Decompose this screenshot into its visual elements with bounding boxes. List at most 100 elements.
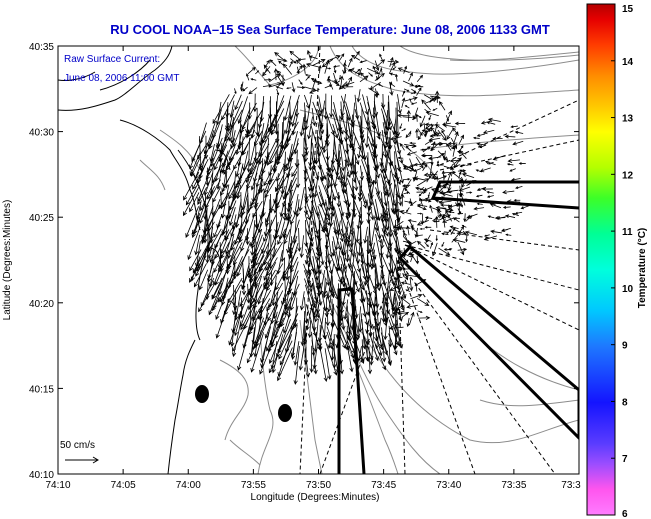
current-vector [404, 187, 411, 194]
current-vector [403, 65, 408, 74]
current-vector [305, 75, 310, 81]
current-vector [214, 269, 223, 286]
current-vector [404, 105, 410, 109]
current-vector [333, 227, 342, 251]
current-vector [311, 339, 318, 375]
current-vector [249, 226, 258, 247]
colorbar-ticks: 15 14 13 12 11 10 9 8 7 6 [611, 3, 634, 519]
current-vector [352, 348, 358, 365]
current-vector [514, 211, 523, 215]
current-vector [400, 281, 411, 285]
coastline [58, 46, 231, 474]
current-vector [408, 311, 415, 326]
current-vector [323, 93, 328, 120]
current-vector [374, 317, 382, 350]
current-vector [308, 138, 313, 172]
current-vector [409, 144, 417, 148]
current-vector [424, 226, 432, 229]
y-tick-label: 40:20 [29, 299, 54, 310]
current-vector [406, 317, 410, 328]
current-vector [395, 305, 403, 311]
current-vector [195, 200, 202, 222]
colorbar-label: Temperature (°C) [637, 228, 648, 309]
current-vector [408, 240, 417, 246]
current-vector [374, 88, 379, 99]
current-vector [409, 200, 417, 206]
x-tick-label: 73:50 [306, 480, 331, 491]
current-vector [201, 221, 215, 243]
current-vector [383, 192, 389, 222]
current-vector [191, 130, 207, 163]
current-vector [270, 108, 285, 136]
current-vector [512, 140, 524, 146]
current-vector [251, 319, 257, 345]
current-vector [360, 339, 366, 363]
current-vector [490, 229, 502, 234]
current-vector [319, 240, 325, 266]
current-vector [484, 234, 490, 237]
current-vector [359, 60, 367, 64]
current-vector [335, 80, 341, 84]
x-axis: 74:10 74:05 74:00 73:55 73:50 73:45 73:40 73:35… [45, 46, 581, 491]
current-vector [187, 226, 201, 261]
x-tick-label: 74:05 [111, 480, 136, 491]
current-vector [205, 205, 221, 233]
current-vector [268, 326, 285, 365]
current-vector [395, 137, 404, 165]
x-tick-label: 73:55 [241, 480, 266, 491]
current-vector [390, 277, 405, 312]
current-vector [247, 242, 264, 276]
current-vector [199, 135, 215, 169]
x-tick-label: 74:10 [45, 480, 70, 491]
current-vector [233, 249, 250, 277]
current-vector [306, 270, 312, 286]
current-vector [510, 125, 518, 129]
current-vector [502, 205, 511, 209]
current-vector [324, 214, 333, 250]
current-vector [310, 78, 319, 83]
current-vector [442, 123, 457, 128]
current-vector [247, 123, 256, 138]
current-vector [232, 124, 243, 147]
current-vector [387, 339, 393, 365]
current-vector [423, 238, 432, 242]
current-vector [483, 235, 498, 241]
current-vector [397, 266, 404, 270]
current-vector [284, 283, 300, 316]
current-vector [441, 196, 446, 201]
current-vector [218, 144, 228, 162]
current-vector [431, 242, 438, 257]
current-vector [455, 193, 460, 208]
current-vector [265, 242, 283, 272]
current-vector [390, 136, 402, 141]
current-vector [395, 164, 400, 182]
current-vectors [182, 49, 529, 385]
current-vector [276, 88, 280, 96]
current-vector [406, 151, 417, 156]
current-vector [441, 170, 446, 181]
current-vector [275, 171, 286, 193]
current-vector [459, 164, 466, 168]
current-vector [282, 270, 299, 303]
current-vector [317, 122, 323, 141]
current-vector [506, 199, 521, 204]
colorbar-tick-label: 13 [622, 114, 634, 125]
current-vector [382, 149, 390, 181]
current-vector [417, 298, 430, 306]
current-vector [238, 207, 251, 234]
current-vector [333, 66, 337, 74]
current-vector [250, 332, 265, 373]
current-vector [466, 163, 473, 166]
x-tick-label: 73:45 [371, 480, 396, 491]
current-vector [312, 339, 319, 370]
current-vector [235, 164, 248, 189]
current-vector [339, 53, 345, 61]
current-vector [394, 207, 401, 224]
current-vector [259, 332, 277, 375]
current-vector [395, 73, 398, 82]
current-vector [388, 61, 396, 74]
current-vector [245, 213, 255, 242]
current-vector [465, 234, 468, 243]
current-vector [403, 177, 411, 181]
current-vector [413, 168, 422, 172]
